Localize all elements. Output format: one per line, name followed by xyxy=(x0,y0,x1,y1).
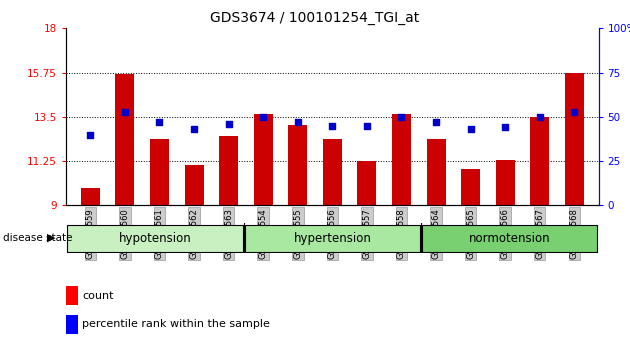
Bar xyxy=(66,315,78,334)
Bar xyxy=(81,188,100,205)
Bar xyxy=(185,165,203,205)
Point xyxy=(500,125,510,130)
Point xyxy=(258,114,268,120)
Bar xyxy=(496,160,515,205)
Bar xyxy=(115,74,134,205)
Point xyxy=(85,132,95,137)
FancyBboxPatch shape xyxy=(67,224,243,252)
FancyBboxPatch shape xyxy=(422,224,597,252)
Text: GDS3674 / 100101254_TGI_at: GDS3674 / 100101254_TGI_at xyxy=(210,11,420,25)
Bar xyxy=(254,114,273,205)
Bar xyxy=(565,73,584,205)
Bar xyxy=(530,117,549,205)
Text: ▶: ▶ xyxy=(47,233,55,243)
Bar xyxy=(323,139,342,205)
Text: count: count xyxy=(82,291,113,301)
Point xyxy=(189,126,199,132)
Point xyxy=(362,123,372,129)
FancyBboxPatch shape xyxy=(244,224,420,252)
Text: hypotension: hypotension xyxy=(118,232,192,245)
Point xyxy=(154,119,164,125)
Point xyxy=(431,119,441,125)
Point xyxy=(328,123,338,129)
Point xyxy=(120,109,130,114)
Bar xyxy=(66,286,78,305)
Bar xyxy=(392,114,411,205)
Point xyxy=(466,126,476,132)
Point xyxy=(293,119,303,125)
Point xyxy=(570,109,580,114)
Bar xyxy=(357,161,376,205)
Text: percentile rank within the sample: percentile rank within the sample xyxy=(82,319,270,329)
Bar xyxy=(461,169,480,205)
Bar xyxy=(427,139,445,205)
Text: hypertension: hypertension xyxy=(294,232,371,245)
Bar xyxy=(289,125,307,205)
Point xyxy=(224,121,234,127)
Text: normotension: normotension xyxy=(469,232,551,245)
Point xyxy=(535,114,545,120)
Bar xyxy=(219,136,238,205)
Bar xyxy=(150,139,169,205)
Point xyxy=(396,114,406,120)
Text: disease state: disease state xyxy=(3,233,72,243)
